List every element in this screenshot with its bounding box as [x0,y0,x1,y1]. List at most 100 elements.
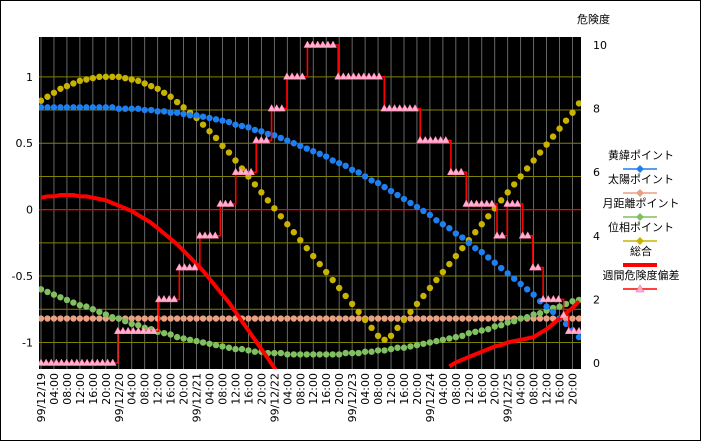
moon-distance-marker [342,349,349,357]
weekly-deviation-marker [72,358,81,366]
moon-distance-marker [206,340,213,347]
moon-distance-marker [310,351,317,358]
phase-point-marker [348,300,356,308]
ecliptic-point-marker [167,109,174,116]
weekly-deviation-marker [477,199,486,207]
ecliptic-point-marker [329,157,336,164]
x-tick-label: 16:00 [242,373,255,405]
moon-distance-marker [173,333,181,341]
weekly-deviation-marker [108,358,117,366]
phase-point-marker [89,74,97,82]
weekly-deviation-marker [211,231,220,239]
weekly-deviation-marker [226,199,235,207]
phase-point-marker [63,82,71,90]
phase-point-marker [485,213,492,220]
moon-distance-marker [50,291,58,298]
sun-point-marker [297,315,304,322]
x-tick-label: 16:00 [320,373,333,405]
weekly-deviation-marker [380,104,389,112]
ecliptic-point-marker [472,244,479,252]
right-axis-title: 危険度 [577,12,610,26]
phase-point-marker [284,221,291,228]
legend-sun-label: 太陽ポイント [608,173,674,186]
ecliptic-point-marker [39,104,45,111]
right-tick-label: 10 [593,39,607,52]
weekly-deviation-marker [124,326,133,334]
sun-point-marker [290,315,297,322]
legend-ecliptic-marker [636,165,644,173]
phase-point-marker [122,74,129,82]
weekly-deviation-marker [416,135,425,144]
phase-point-marker [271,205,278,212]
ecliptic-point-marker [96,104,103,111]
moon-distance-marker [569,298,576,305]
weekly-deviation-marker [334,72,343,80]
phase-point-marker [258,189,265,196]
sun-point-marker [83,315,90,322]
moon-distance-marker [284,351,291,358]
ecliptic-point-marker [355,169,362,176]
weekly-deviation-marker [288,72,296,80]
sun-point-marker [452,315,460,322]
moon-distance-marker [102,311,110,318]
legend-moon-distance-marker [636,213,644,221]
x-tick-label: 12:00 [307,373,320,405]
phase-point-marker [562,117,570,124]
ecliptic-point-marker [433,217,440,224]
sun-point-marker [180,315,187,322]
phase-point-marker [510,181,518,188]
weekly-deviation-marker [134,326,143,334]
weekly-deviation-marker [257,135,266,144]
sun-point-marker [381,315,388,322]
phase-point-marker [297,236,304,244]
ecliptic-point-marker [44,104,51,111]
phase-point-marker [335,284,343,292]
weekly-deviation-marker [180,263,189,271]
phase-point-marker [76,77,84,85]
phase-point-marker [199,121,207,128]
phase-point-marker [219,142,226,150]
x-tick-label: 16:00 [554,373,567,405]
sun-point-marker [478,315,485,322]
weekly-deviation-marker [441,135,450,144]
sun-point-marker [433,315,440,322]
moon-distance-marker [122,317,129,325]
phase-point-marker [355,308,362,316]
weekly-deviation-marker [375,72,384,80]
weekly-deviation-marker [493,231,501,239]
x-tick-label: 99/12/20 [113,373,126,422]
x-tick-label: 04:00 [359,373,372,405]
ecliptic-point-marker [316,150,323,158]
x-tick-label: 08:00 [139,373,152,405]
ecliptic-point-marker [212,116,220,123]
weekly-deviation-marker [308,40,317,48]
weekly-deviation-marker [472,199,481,207]
weekly-deviation-marker [195,231,204,239]
moon-distance-marker [335,351,343,358]
sun-point-marker [316,315,323,322]
phase-point-marker [206,128,213,135]
weekly-deviation-marker [83,358,92,366]
phase-point-marker [180,104,187,111]
weekly-deviation-marker [98,358,107,366]
ecliptic-point-marker [374,179,382,187]
weekly-deviation-marker [221,199,230,207]
weekly-deviation-marker [57,358,66,366]
ecliptic-point-marker [128,105,135,112]
moon-distance-marker [290,351,297,358]
moon-distance-marker [303,351,310,358]
ecliptic-point-marker [420,207,427,215]
ecliptic-point-marker [57,104,64,111]
ecliptic-point-marker [290,140,297,147]
x-tick-label: 12:00 [74,373,87,405]
ecliptic-point-marker [258,128,265,135]
phase-point-marker [556,125,563,132]
ecliptic-point-marker [323,153,330,160]
moon-distance-marker [57,294,64,301]
ecliptic-point-marker [89,104,97,111]
ecliptic-point-marker [400,195,408,203]
ecliptic-point-marker [180,110,187,118]
x-tick-label: 99/12/21 [191,373,204,422]
weekly-deviation-marker [523,231,532,239]
